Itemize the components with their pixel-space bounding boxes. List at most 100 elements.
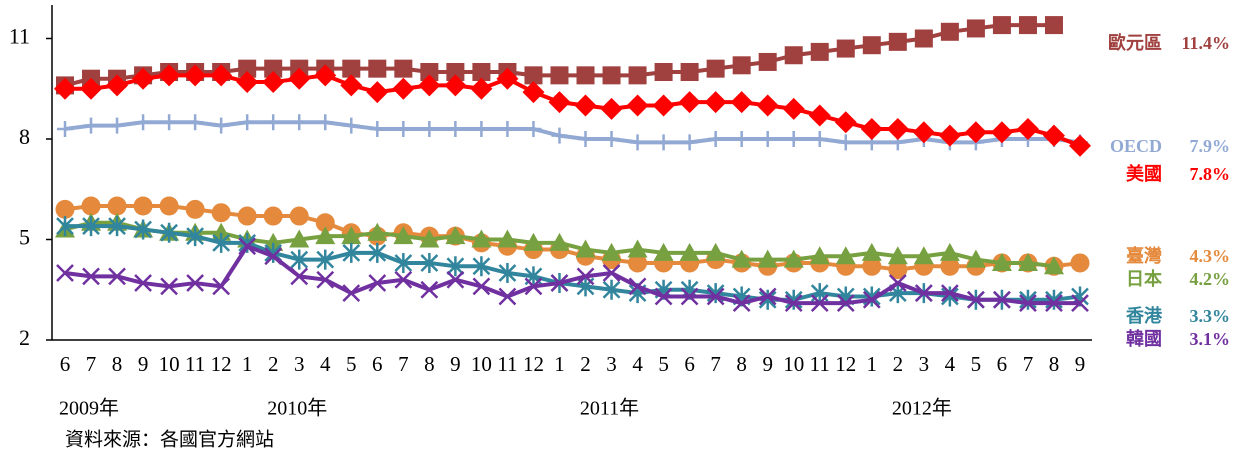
x-tick-label: 4 [632, 352, 643, 376]
marker [680, 63, 699, 81]
marker [135, 114, 152, 131]
series [56, 237, 1089, 313]
legend-value: 3.3% [1190, 306, 1231, 326]
marker [342, 242, 361, 263]
x-tick-label: 6 [372, 352, 383, 376]
marker [108, 216, 126, 237]
x-tick-label: 6 [997, 352, 1008, 376]
marker [757, 249, 778, 268]
marker [57, 120, 73, 137]
marker [1069, 134, 1091, 157]
marker [525, 120, 542, 137]
marker [576, 66, 595, 85]
series [55, 212, 1064, 275]
marker [1042, 124, 1065, 147]
legend-value: 7.9% [1190, 136, 1231, 156]
marker [444, 74, 467, 97]
marker [784, 294, 803, 313]
x-tick-label: 11 [810, 352, 830, 376]
legend-name: OECD [1110, 136, 1162, 156]
marker [419, 229, 440, 248]
marker [316, 249, 335, 270]
marker [730, 91, 753, 114]
marker [548, 91, 571, 114]
marker [236, 71, 259, 94]
marker [1043, 256, 1064, 275]
marker [888, 274, 907, 292]
marker [392, 77, 415, 100]
marker [522, 81, 545, 104]
marker [809, 246, 830, 265]
marker [704, 91, 727, 114]
marker [629, 134, 646, 151]
marker [237, 206, 257, 226]
marker [756, 94, 779, 117]
x-tick-label: 7 [86, 352, 97, 376]
marker [184, 64, 207, 87]
marker [369, 120, 386, 137]
marker [550, 66, 569, 85]
legend-name: 臺灣 [1126, 245, 1162, 266]
marker [628, 277, 647, 296]
marker [499, 120, 516, 137]
series [56, 216, 1089, 310]
marker [653, 242, 674, 261]
marker [56, 264, 74, 282]
marker [212, 277, 231, 296]
legend-name: 日本 [1126, 268, 1162, 289]
marker [861, 242, 882, 261]
x-tick-label: 8 [424, 352, 435, 376]
x-tick-label: 8 [1049, 352, 1060, 376]
marker [990, 121, 1013, 144]
legend-value: 7.8% [1190, 164, 1231, 184]
marker [654, 63, 673, 81]
x-tick-label: 6 [684, 352, 695, 376]
marker [107, 196, 127, 216]
marker [860, 117, 883, 140]
marker [938, 124, 961, 147]
x-tick-label: 5 [971, 352, 982, 376]
marker [395, 120, 412, 137]
marker [785, 131, 802, 147]
marker [1070, 253, 1090, 273]
x-tick-label: 7 [1023, 352, 1034, 376]
marker [707, 131, 724, 147]
marker [549, 232, 570, 251]
marker [836, 39, 855, 58]
marker [393, 226, 414, 245]
marker [497, 229, 518, 248]
marker [1016, 117, 1039, 140]
marker [496, 67, 519, 90]
marker [239, 114, 256, 131]
marker [238, 237, 257, 256]
series-line [65, 224, 1081, 302]
marker [472, 63, 491, 81]
marker [705, 242, 726, 261]
x-tick-label: 1 [242, 352, 253, 376]
marker [368, 242, 387, 263]
marker [1018, 16, 1037, 35]
marker [210, 64, 233, 87]
source-note: 資料來源：各國官方網站 [65, 429, 274, 451]
marker [993, 290, 1011, 309]
x-tick-label: 11 [185, 352, 205, 376]
marker [758, 287, 777, 306]
legend-value: 11.4% [1181, 33, 1230, 53]
marker [238, 59, 257, 78]
marker [887, 246, 908, 265]
marker [551, 127, 568, 144]
x-tick-label: 8 [736, 352, 747, 376]
marker [289, 206, 309, 226]
marker [577, 131, 594, 147]
marker [133, 196, 153, 216]
marker [314, 64, 337, 87]
marker [967, 290, 985, 309]
legend-name: 歐元區 [1108, 32, 1162, 53]
marker [288, 67, 311, 90]
y-tick-label: 11 [9, 24, 30, 49]
marker [835, 246, 856, 265]
marker [810, 42, 829, 61]
marker [317, 114, 334, 131]
x-tick-label: 3 [294, 352, 305, 376]
marker [185, 199, 205, 219]
